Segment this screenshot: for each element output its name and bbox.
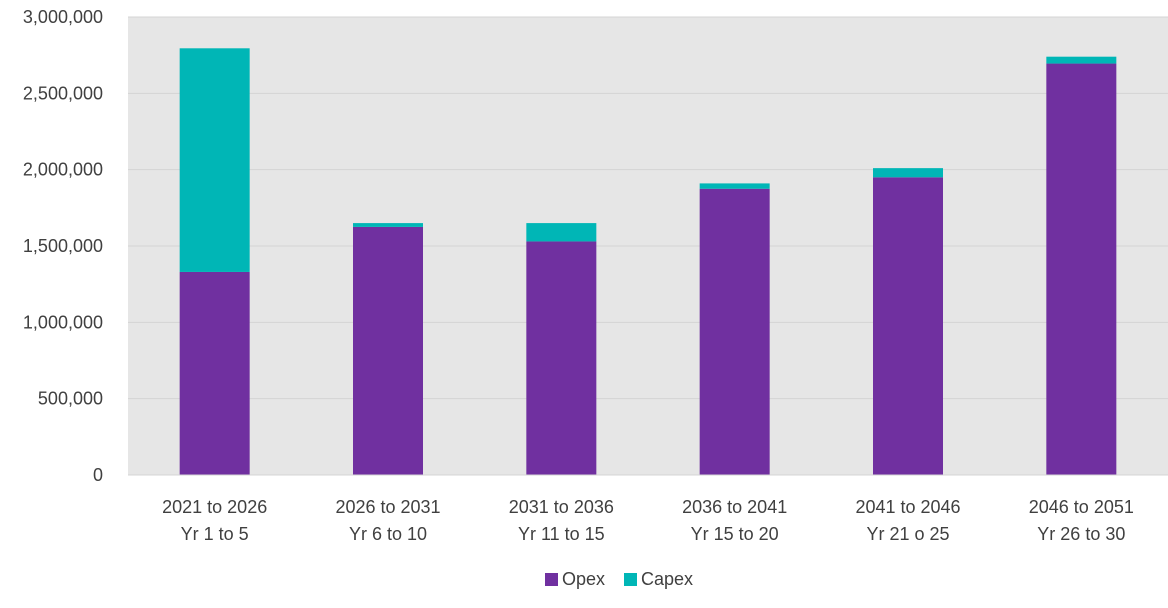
bars xyxy=(179,48,1117,476)
y-axis: 0 500,000 1,000,000 1,500,000 2,000,000 2,500… xyxy=(23,7,103,485)
x-axis: 2021 to 2026 Yr 1 to 5 2026 to 2031 Yr 6 to… xyxy=(128,474,1168,544)
bar-opex-1 xyxy=(179,271,250,475)
x-tick-label: Yr 21 o 25 xyxy=(866,524,949,544)
x-tick-label: Yr 15 to 20 xyxy=(691,524,779,544)
x-tick-label: 2046 to 2051 xyxy=(1029,497,1134,517)
y-tick-label: 0 xyxy=(93,465,103,485)
bar-opex-5 xyxy=(873,177,943,476)
x-tick-label: Yr 6 to 10 xyxy=(349,524,427,544)
y-tick-label: 500,000 xyxy=(38,389,103,409)
x-tick-label: 2041 to 2046 xyxy=(855,497,960,517)
bar-capex-6 xyxy=(1046,56,1117,64)
x-tick-label: Yr 26 to 30 xyxy=(1037,524,1125,544)
bar-capex-1 xyxy=(179,48,250,272)
bar-capex-5 xyxy=(873,168,943,178)
y-tick-label: 2,000,000 xyxy=(23,160,103,180)
legend-swatch-opex xyxy=(545,573,558,586)
bar-capex-4 xyxy=(699,183,770,189)
legend-label-opex: Opex xyxy=(562,569,605,589)
y-tick-label: 1,000,000 xyxy=(23,312,103,332)
bar-opex-6 xyxy=(1046,63,1117,476)
bar-opex-4 xyxy=(699,188,770,475)
x-tick-label: 2021 to 2026 xyxy=(162,497,267,517)
bar-opex-2 xyxy=(353,226,423,475)
bar-capex-2 xyxy=(353,223,423,227)
x-tick-label: 2036 to 2041 xyxy=(682,497,787,517)
x-tick-label: 2031 to 2036 xyxy=(509,497,614,517)
legend-swatch-capex xyxy=(624,573,637,586)
x-tick-label: Yr 1 to 5 xyxy=(181,524,249,544)
gridlines xyxy=(128,16,1168,400)
x-tick-label: 2026 to 2031 xyxy=(335,497,440,517)
bar-opex-3 xyxy=(526,241,597,475)
y-tick-label: 3,000,000 xyxy=(23,7,103,27)
x-tick-label: Yr 11 to 15 xyxy=(518,524,605,544)
y-tick-label: 2,500,000 xyxy=(23,83,103,103)
legend: Opex Capex xyxy=(545,569,693,589)
bar-capex-3 xyxy=(526,223,597,242)
legend-label-capex: Capex xyxy=(641,569,693,589)
y-tick-label: 1,500,000 xyxy=(23,236,103,256)
